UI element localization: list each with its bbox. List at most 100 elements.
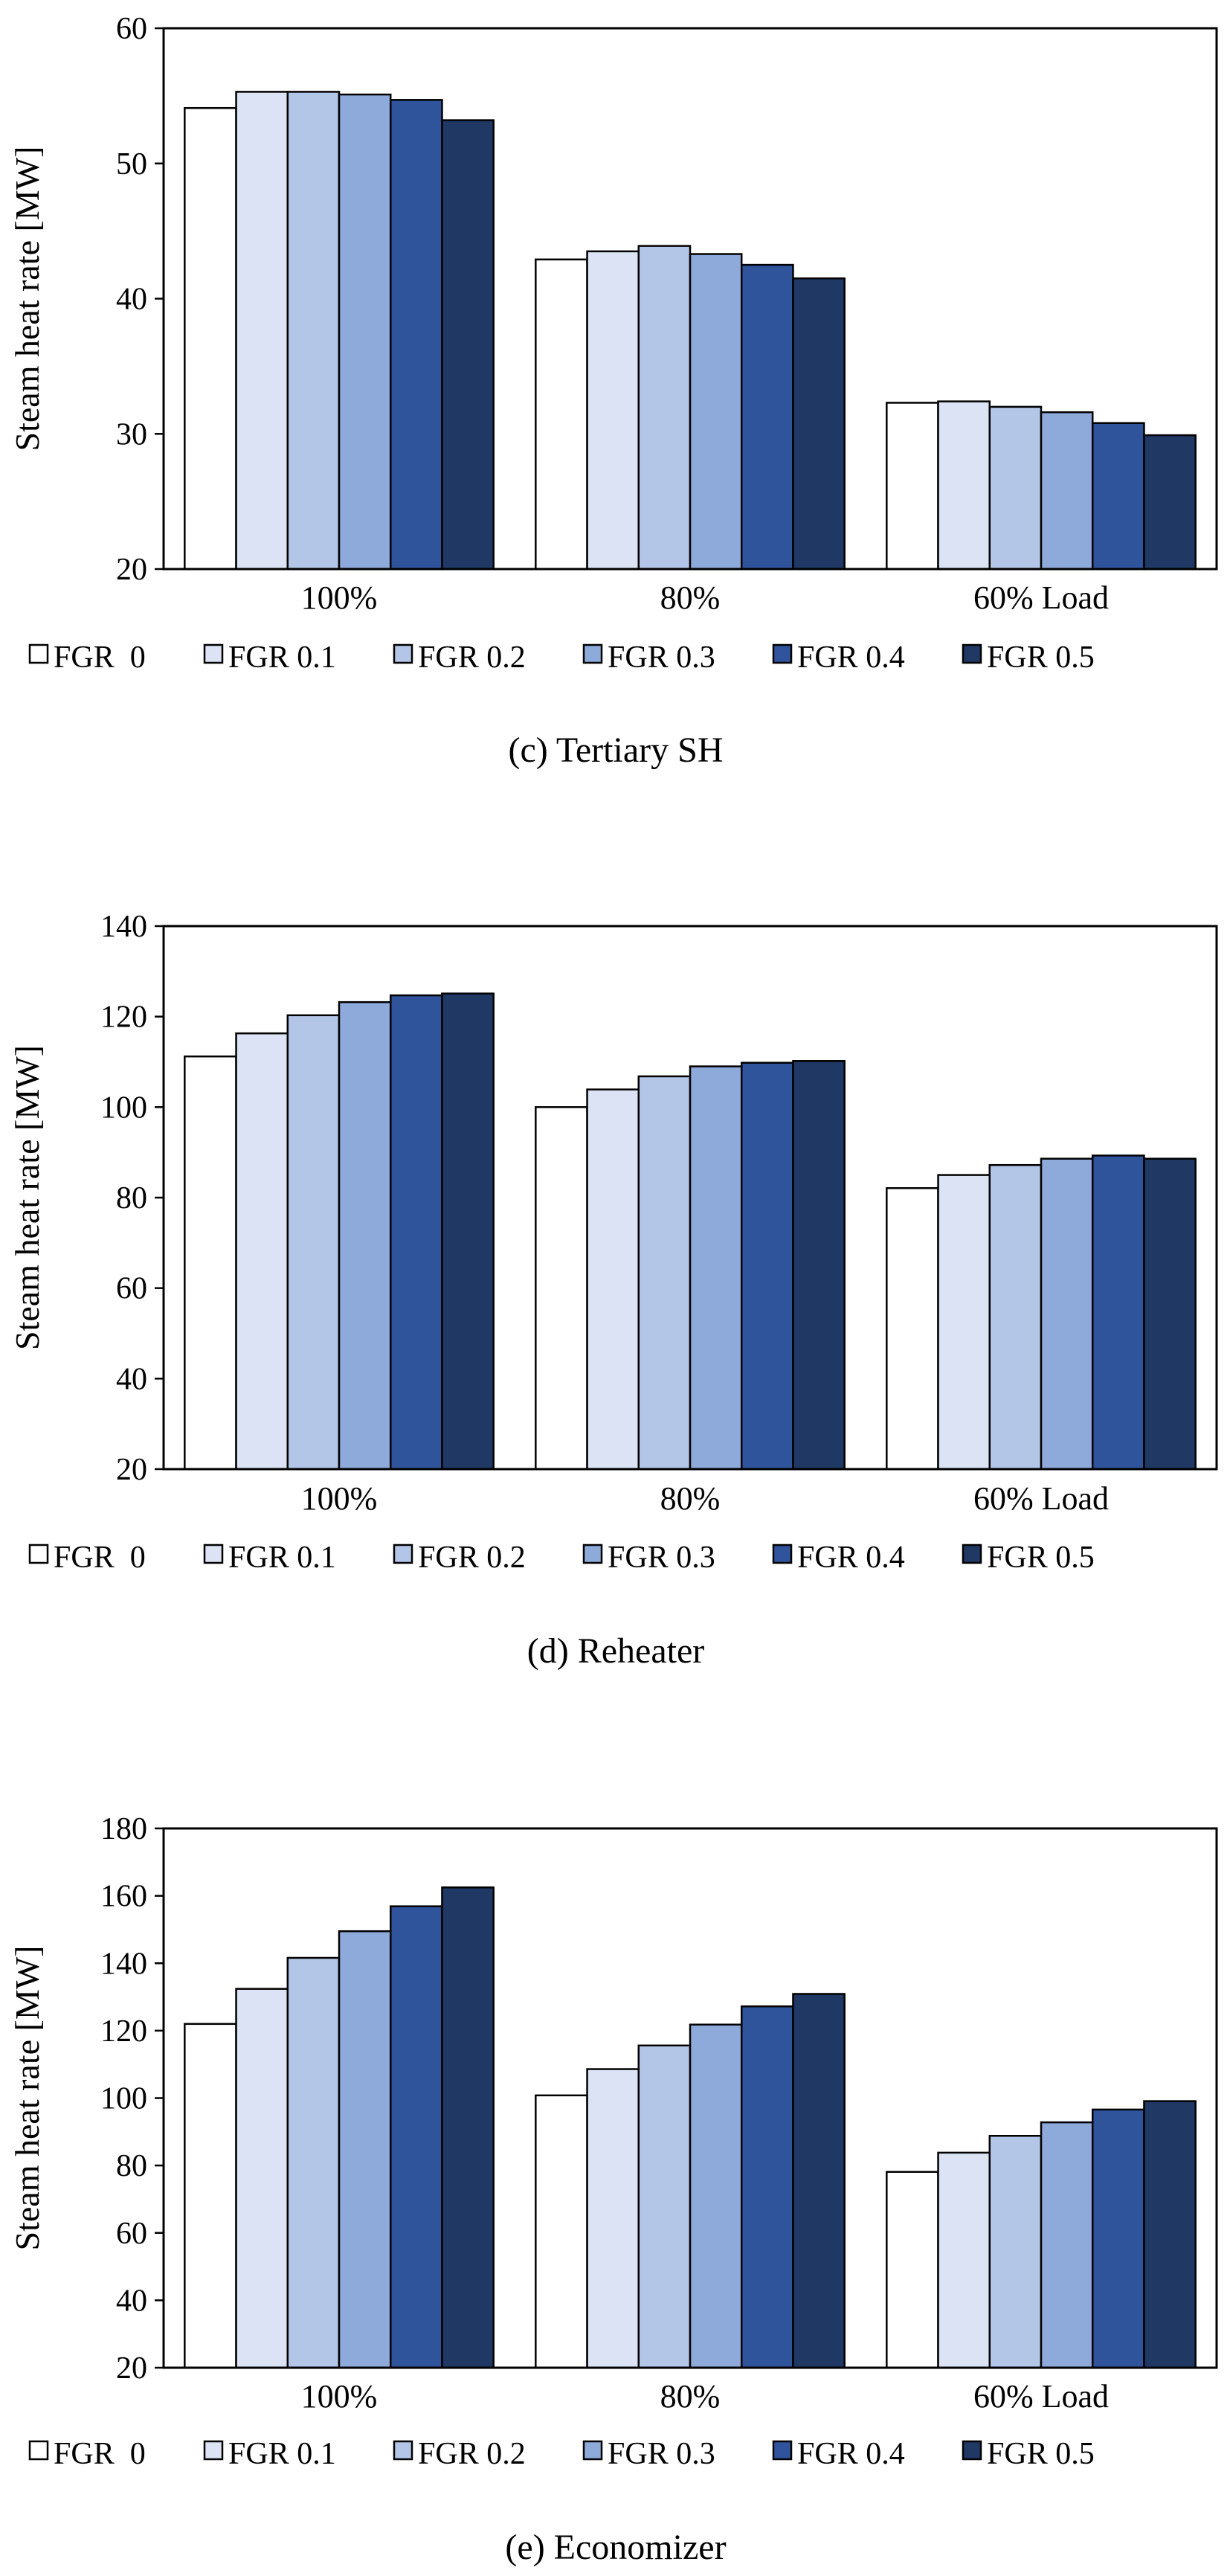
legend-label: FGR 0.2	[418, 2437, 526, 2471]
legend-label: FGR 0.2	[418, 1541, 526, 1575]
legend-label: FGR 0.1	[228, 1541, 336, 1575]
chart-panel-e: 20 40 60 80 100 120 140 160 180 Steam heat rate […	[8, 1812, 1218, 2567]
bar-d-1-1	[586, 1088, 640, 1471]
legend-swatch	[28, 1544, 49, 1564]
bar-e-2-1	[937, 2151, 991, 2369]
bar-c-2-4	[1091, 422, 1145, 571]
y-tick-label: 140	[100, 1947, 147, 1981]
bar-e-2-2	[988, 2135, 1043, 2369]
panel-caption: (e) Economizer	[505, 2528, 726, 2567]
bar-e-1-0	[535, 2094, 588, 2369]
legend-swatch	[582, 1544, 603, 1564]
bar-d-0-0	[184, 1055, 237, 1471]
y-axis-label: Steam heat rate [MW]	[8, 1045, 46, 1350]
legend-swatch	[203, 2440, 224, 2461]
bar-d-1-4	[740, 1061, 794, 1471]
y-tick-label: 100	[100, 2082, 147, 2116]
bar-c-2-2	[988, 405, 1043, 571]
bar-c-0-3	[338, 93, 392, 571]
y-tick-label: 80	[116, 2149, 147, 2183]
y-tick-label: 120	[100, 1000, 147, 1035]
bar-d-2-2	[988, 1163, 1043, 1471]
bar-c-1-1	[586, 250, 640, 571]
y-tick-label: 180	[100, 1812, 147, 1846]
bar-c-0-2	[286, 91, 341, 571]
legend-label: FGR 0.4	[797, 1541, 905, 1575]
legend-swatch	[203, 1544, 224, 1564]
y-tick-label: 40	[116, 2284, 147, 2318]
y-axis-label: Steam heat rate [MW]	[8, 147, 46, 452]
legend-swatch	[393, 2440, 413, 2461]
y-tick-label: 20	[116, 553, 147, 587]
legend-swatch	[582, 643, 603, 664]
bar-e-0-5	[441, 1886, 495, 2369]
legend-label: FGR 0	[54, 640, 146, 675]
bar-e-2-0	[886, 2171, 939, 2369]
category-label: 60% Load	[973, 579, 1109, 616]
legend-label: FGR 0	[54, 2437, 146, 2471]
bar-d-2-0	[886, 1186, 939, 1471]
y-tick-label: 100	[100, 1091, 147, 1125]
y-tick-label: 160	[100, 1880, 147, 1914]
legend-label: FGR 0.1	[228, 640, 336, 675]
bar-d-2-5	[1143, 1157, 1197, 1471]
y-axis-label: Steam heat rate [MW]	[8, 1946, 46, 2251]
legend-swatch	[962, 1544, 982, 1564]
bar-c-0-1	[235, 91, 289, 571]
legend-label: FGR 0.3	[608, 2437, 715, 2471]
chart-panel-d: 20 40 60 80 100 120 140 Steam heat rate [MW] 100…	[8, 910, 1218, 1671]
panel-caption: (c) Tertiary SH	[509, 730, 724, 770]
legend-swatch	[772, 2440, 793, 2461]
y-tick-label: 40	[116, 1362, 147, 1396]
bar-d-2-3	[1040, 1157, 1094, 1471]
bar-e-2-4	[1091, 2108, 1145, 2369]
bar-e-2-3	[1040, 2121, 1094, 2369]
bar-e-1-4	[740, 2005, 794, 2369]
y-tick-label: 50	[116, 147, 147, 182]
category-label: 100%	[301, 1480, 378, 1517]
bar-c-2-3	[1040, 411, 1094, 571]
bar-e-0-0	[184, 2023, 237, 2369]
chart-panel-c: 20 30 40 50 60 Steam heat rate [MW] 100% 80% 60%…	[8, 12, 1218, 770]
legend-label: FGR 0.4	[797, 2437, 905, 2471]
legend-label: FGR 0.3	[608, 1541, 715, 1575]
legend-swatch	[393, 1544, 413, 1564]
y-tick-label: 60	[116, 2217, 147, 2251]
bar-c-1-2	[637, 245, 692, 571]
bar-d-1-5	[792, 1060, 846, 1471]
legend-label: FGR 0.5	[987, 1541, 1095, 1575]
legend-swatch	[28, 643, 49, 664]
legend-label: FGR 0.2	[418, 640, 526, 675]
bar-c-1-4	[740, 263, 794, 571]
y-tick-label: 80	[116, 1181, 147, 1215]
legend-label: FGR 0.3	[608, 640, 715, 675]
bar-e-1-2	[637, 2044, 692, 2369]
legend-swatch	[772, 643, 793, 664]
bar-d-0-4	[389, 994, 443, 1471]
bar-d-0-1	[235, 1032, 289, 1471]
y-tick-label: 140	[100, 910, 147, 944]
bar-c-2-1	[937, 400, 991, 571]
bar-e-1-5	[792, 1993, 846, 2369]
legend-label: FGR 0.1	[228, 2437, 336, 2471]
bar-c-2-5	[1143, 434, 1197, 571]
panel-caption: (d) Reheater	[527, 1631, 705, 1671]
legend-label: FGR 0.4	[797, 640, 905, 675]
legend-swatch	[962, 2440, 982, 2461]
y-tick-label: 60	[116, 12, 147, 46]
y-tick-label: 60	[116, 1272, 147, 1306]
category-label: 80%	[660, 579, 721, 616]
bar-d-0-2	[286, 1014, 341, 1471]
y-tick-label: 20	[116, 2351, 147, 2386]
bar-e-2-5	[1143, 2100, 1197, 2369]
bar-c-1-0	[535, 258, 588, 571]
bar-d-0-5	[441, 992, 495, 1471]
bar-e-0-2	[286, 1956, 341, 2369]
bar-c-1-5	[792, 277, 846, 571]
bar-c-2-0	[886, 402, 939, 571]
category-label: 80%	[660, 2378, 721, 2415]
bar-e-1-3	[689, 2023, 743, 2369]
y-tick-label: 20	[116, 1453, 147, 1487]
category-label: 100%	[301, 579, 378, 616]
